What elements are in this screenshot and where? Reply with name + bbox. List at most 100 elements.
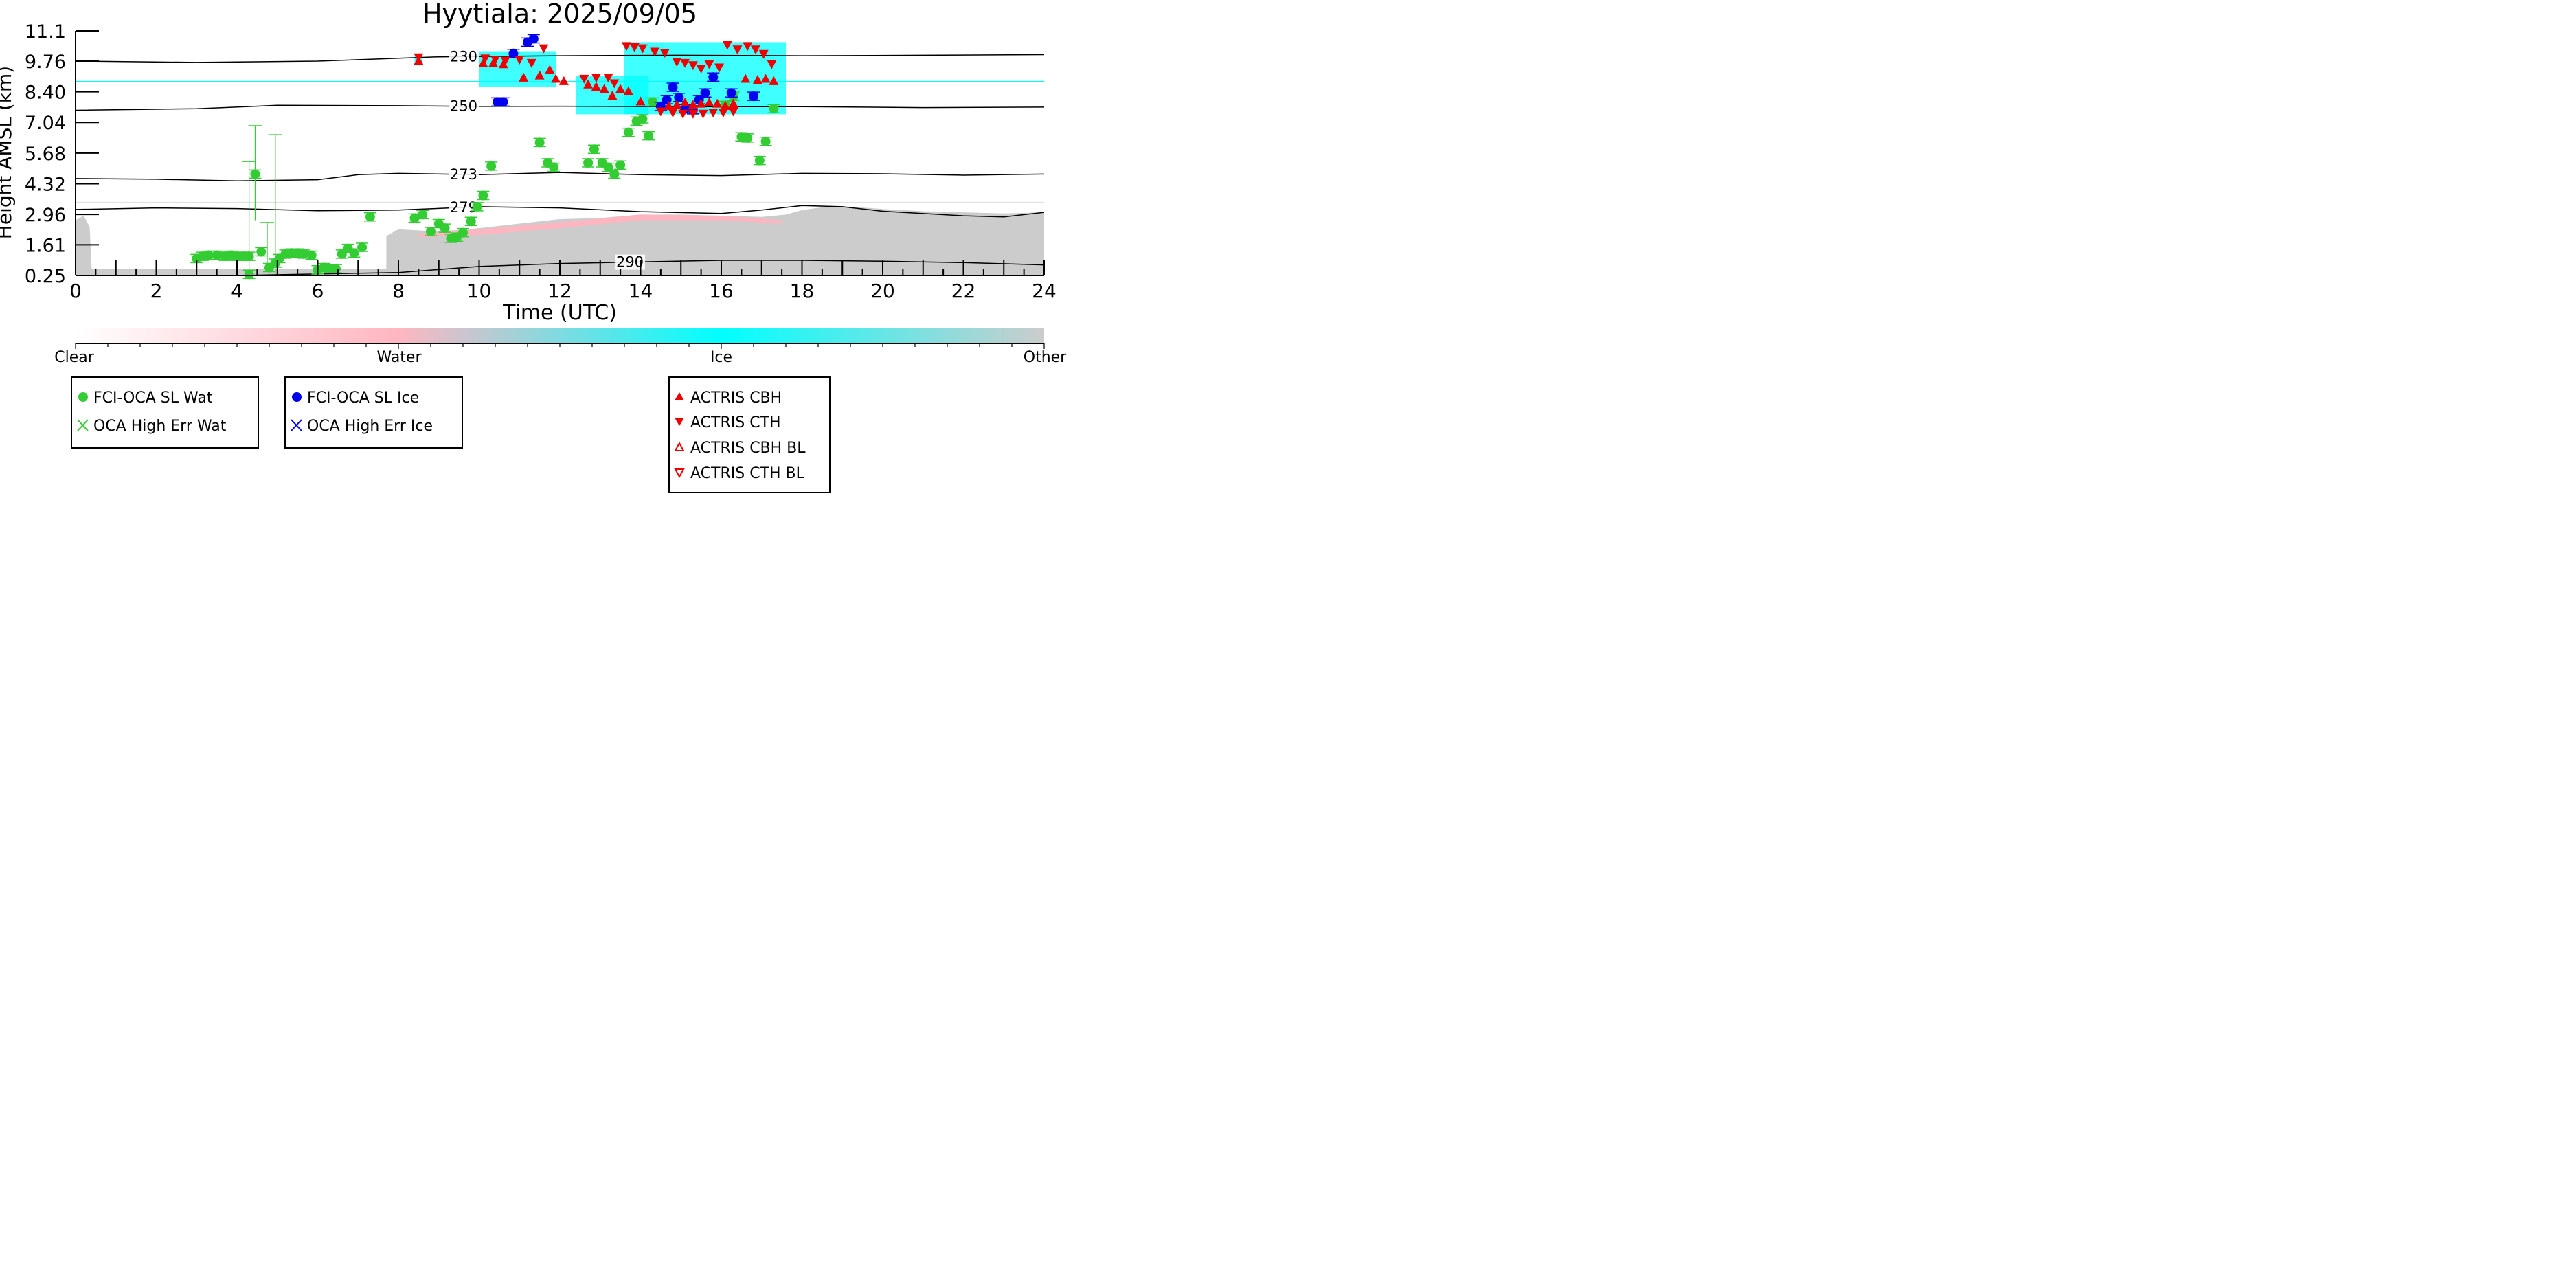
point-fci-oca-sl-wat [306, 250, 317, 260]
legend-actris: ACTRIS CBH ACTRIS CTH ACTRIS CBH BL ACTR… [668, 376, 831, 493]
colorbar-label-water: Water [376, 349, 422, 366]
point-actris-cth [743, 42, 753, 52]
point-actris-cbh [583, 79, 594, 89]
legend-water: FCI-OCA SL Wat OCA High Err Wat [71, 376, 259, 449]
point-actris-cth [515, 56, 525, 65]
point-actris-cbh [672, 100, 682, 109]
point-fci-oca-sl-ice [668, 82, 678, 93]
point-actris-cth [750, 45, 760, 55]
point-actris-cth [728, 107, 738, 117]
colorbar: Clear Water Ice Other [54, 328, 1067, 366]
point-fci-oca-sl-wat [589, 144, 599, 155]
legend-marker-actris-cth-bl [674, 468, 685, 479]
x-tick-label: 8 [392, 280, 405, 302]
point-fci-oca-sl-ice [662, 95, 672, 105]
point-actris-cbh [519, 72, 529, 82]
point-actris-cbh [534, 70, 545, 80]
point-actris-cth [714, 63, 725, 73]
legend-label-oca-high-err-wat: OCA High Err Wat [93, 418, 227, 435]
point-actris-cbh [607, 91, 618, 100]
point-actris-cbh [498, 59, 508, 69]
isotherm-line [76, 104, 1044, 111]
legend-marker-fci-oca-sl-wat [78, 392, 88, 402]
isotherm-label: 290 [616, 254, 644, 271]
point-actris-cbh [752, 75, 762, 84]
point-actris-cbh [488, 58, 499, 67]
point-fci-oca-sl-wat [609, 169, 620, 179]
legend-label-fci-oca-sl-ice: FCI-OCA SL Ice [307, 389, 419, 407]
point-fci-oca-sl-wat [583, 157, 594, 168]
point-fci-oca-sl-ice [528, 34, 539, 44]
point-actris-cbh [760, 74, 771, 83]
y-tick-label: 0.25 [25, 266, 66, 287]
point-fci-oca-sl-wat [648, 97, 658, 107]
mask-water-layer [418, 214, 782, 238]
cloud-mask-field [76, 42, 1044, 275]
x-axis-label: Time (UTC) [502, 301, 617, 325]
point-actris-cth [591, 74, 601, 83]
isotherm-label: 273 [450, 166, 477, 183]
point-fci-oca-sl-wat [365, 212, 375, 222]
point-fci-oca-sl-wat [212, 250, 222, 260]
point-actris-cth [708, 109, 719, 118]
point-actris-cbh [704, 97, 714, 106]
isotherm-label-bg [615, 254, 645, 270]
point-actris-cbh [478, 58, 488, 67]
point-fci-oca-sl-ice [726, 88, 736, 98]
x-tick-label: 18 [790, 280, 815, 302]
legend-label-actris-cbh-bl: ACTRIS CBH BL [690, 440, 806, 457]
point-fci-oca-sl-wat [478, 190, 488, 201]
point-fci-oca-sl-wat [330, 264, 341, 274]
point-actris-cbh [741, 74, 751, 83]
point-fci-oca-sl-ice [498, 97, 508, 107]
point-actris-cbh [696, 98, 706, 108]
point-fci-oca-sl-ice [674, 92, 684, 102]
y-tick-label: 5.68 [25, 144, 66, 165]
point-actris-cth [680, 58, 690, 68]
point-actris-cth [688, 61, 698, 71]
y-tick-label: 4.32 [25, 174, 66, 195]
point-actris-cth [758, 49, 769, 59]
point-actris-cbh [545, 65, 555, 74]
point-fci-oca-sl-wat [486, 161, 497, 171]
point-actris-cth [579, 74, 589, 84]
point-actris-cth [678, 109, 688, 119]
x-tick-label: 0 [69, 280, 82, 302]
point-fci-oca-sl-wat [615, 160, 626, 170]
x-tick-label: 16 [709, 280, 734, 302]
point-actris-cbh [615, 84, 626, 93]
x-tick-label: 2 [150, 280, 163, 302]
isotherm-label-bg [449, 49, 479, 65]
point-actris-cth [698, 109, 708, 119]
point-actris-cth [650, 47, 660, 57]
point-actris-cbh [551, 74, 561, 83]
x-tick-label: 22 [951, 280, 976, 302]
point-actris-cth [539, 44, 549, 54]
x-tick-label: 10 [467, 280, 492, 302]
colorbar-label-other: Other [1024, 349, 1067, 366]
point-fci-oca-sl-wat [743, 133, 753, 143]
point-actris-cth [655, 107, 666, 117]
point-actris-cth [767, 60, 777, 69]
isotherm-label: 230 [450, 48, 477, 65]
point-fci-oca-sl-wat [637, 113, 648, 124]
y-tick-label: 8.40 [25, 82, 66, 104]
point-actris-cbh [712, 98, 723, 108]
point-actris-cbh [688, 100, 698, 109]
x-tick-label: 6 [312, 280, 324, 302]
point-actris-cbh [680, 97, 690, 106]
colorbar-ticks [75, 343, 1045, 349]
mask-other-region [91, 269, 387, 275]
point-fci-oca-sl-wat [440, 223, 450, 234]
point-actris-cth [603, 74, 613, 83]
point-actris-cth [722, 41, 732, 50]
point-fci-oca-sl-wat [298, 249, 308, 259]
point-fci-oca-sl-wat [769, 104, 779, 114]
legend-marker-fci-oca-sl-ice [292, 392, 302, 402]
point-actris-cth [621, 42, 631, 52]
x-tick-label: 4 [231, 280, 243, 302]
point-actris-cth [659, 49, 670, 58]
point-fci-oca-sl-wat [534, 137, 545, 148]
x-tick-label: 14 [629, 280, 653, 302]
